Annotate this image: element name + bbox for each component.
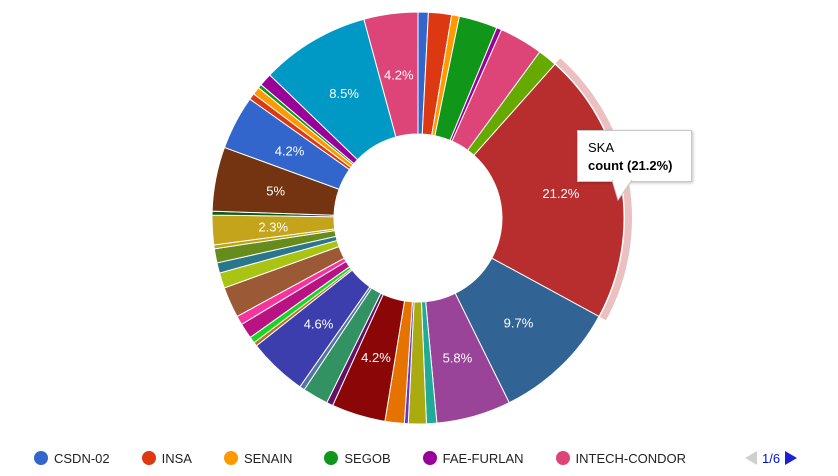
legend-item[interactable]: SEGOB [324,450,391,466]
legend-swatch-icon [223,451,238,465]
pie-slice[interactable] [473,63,625,318]
legend-swatch-icon [141,451,156,465]
legend-pager: 1/6 [745,448,798,468]
slice-label: 4.2% [384,67,414,82]
tooltip-title: SKA [588,140,615,155]
legend-item[interactable]: CSDN-02 [34,451,110,466]
slice-label: 4.6% [304,316,334,331]
legend-label: SEGOB [344,450,391,466]
slice-label: 8.5% [329,86,359,101]
legend-swatch-icon [422,451,437,465]
legend-label: SENAIN [243,450,293,466]
next-page-arrow-icon[interactable] [785,451,798,465]
tooltip-value: count (21.2%) [588,158,673,173]
page-indicator: 1/6 [762,450,781,466]
tooltip-pointer [612,180,633,202]
legend-label: FAE-FURLAN [442,450,524,466]
slice-label: 2.3% [258,219,288,234]
slice-label: 5.8% [443,351,473,366]
legend-label: CSDN-02 [54,450,110,466]
slice-label: 4.2% [275,144,305,159]
slice-label: 5% [266,183,285,198]
legend-swatch-icon [555,451,570,465]
legend-item[interactable]: SENAIN [223,450,293,466]
slice-label: 4.2% [361,350,391,365]
legend: CSDN-02 INSA SENAIN SEGOB FAE-FURLAN INTECH-C… [34,448,718,468]
legend-swatch-icon [324,451,339,465]
legend-item[interactable]: INSA [141,450,192,466]
slice-label: 21.2% [542,186,579,201]
legend-item[interactable]: INTECH-CONDOR [555,450,687,466]
legend-item[interactable]: FAE-FURLAN [422,450,524,466]
tooltip: SKA count (21.2%) [577,130,692,182]
legend-label: INSA [161,450,192,466]
legend-swatch-icon [34,451,48,465]
previous-page-arrow-icon[interactable] [745,451,757,465]
slice-label: 9.7% [504,316,534,331]
pie-slice[interactable] [363,11,419,138]
legend-label: INTECH-CONDOR [575,450,687,466]
